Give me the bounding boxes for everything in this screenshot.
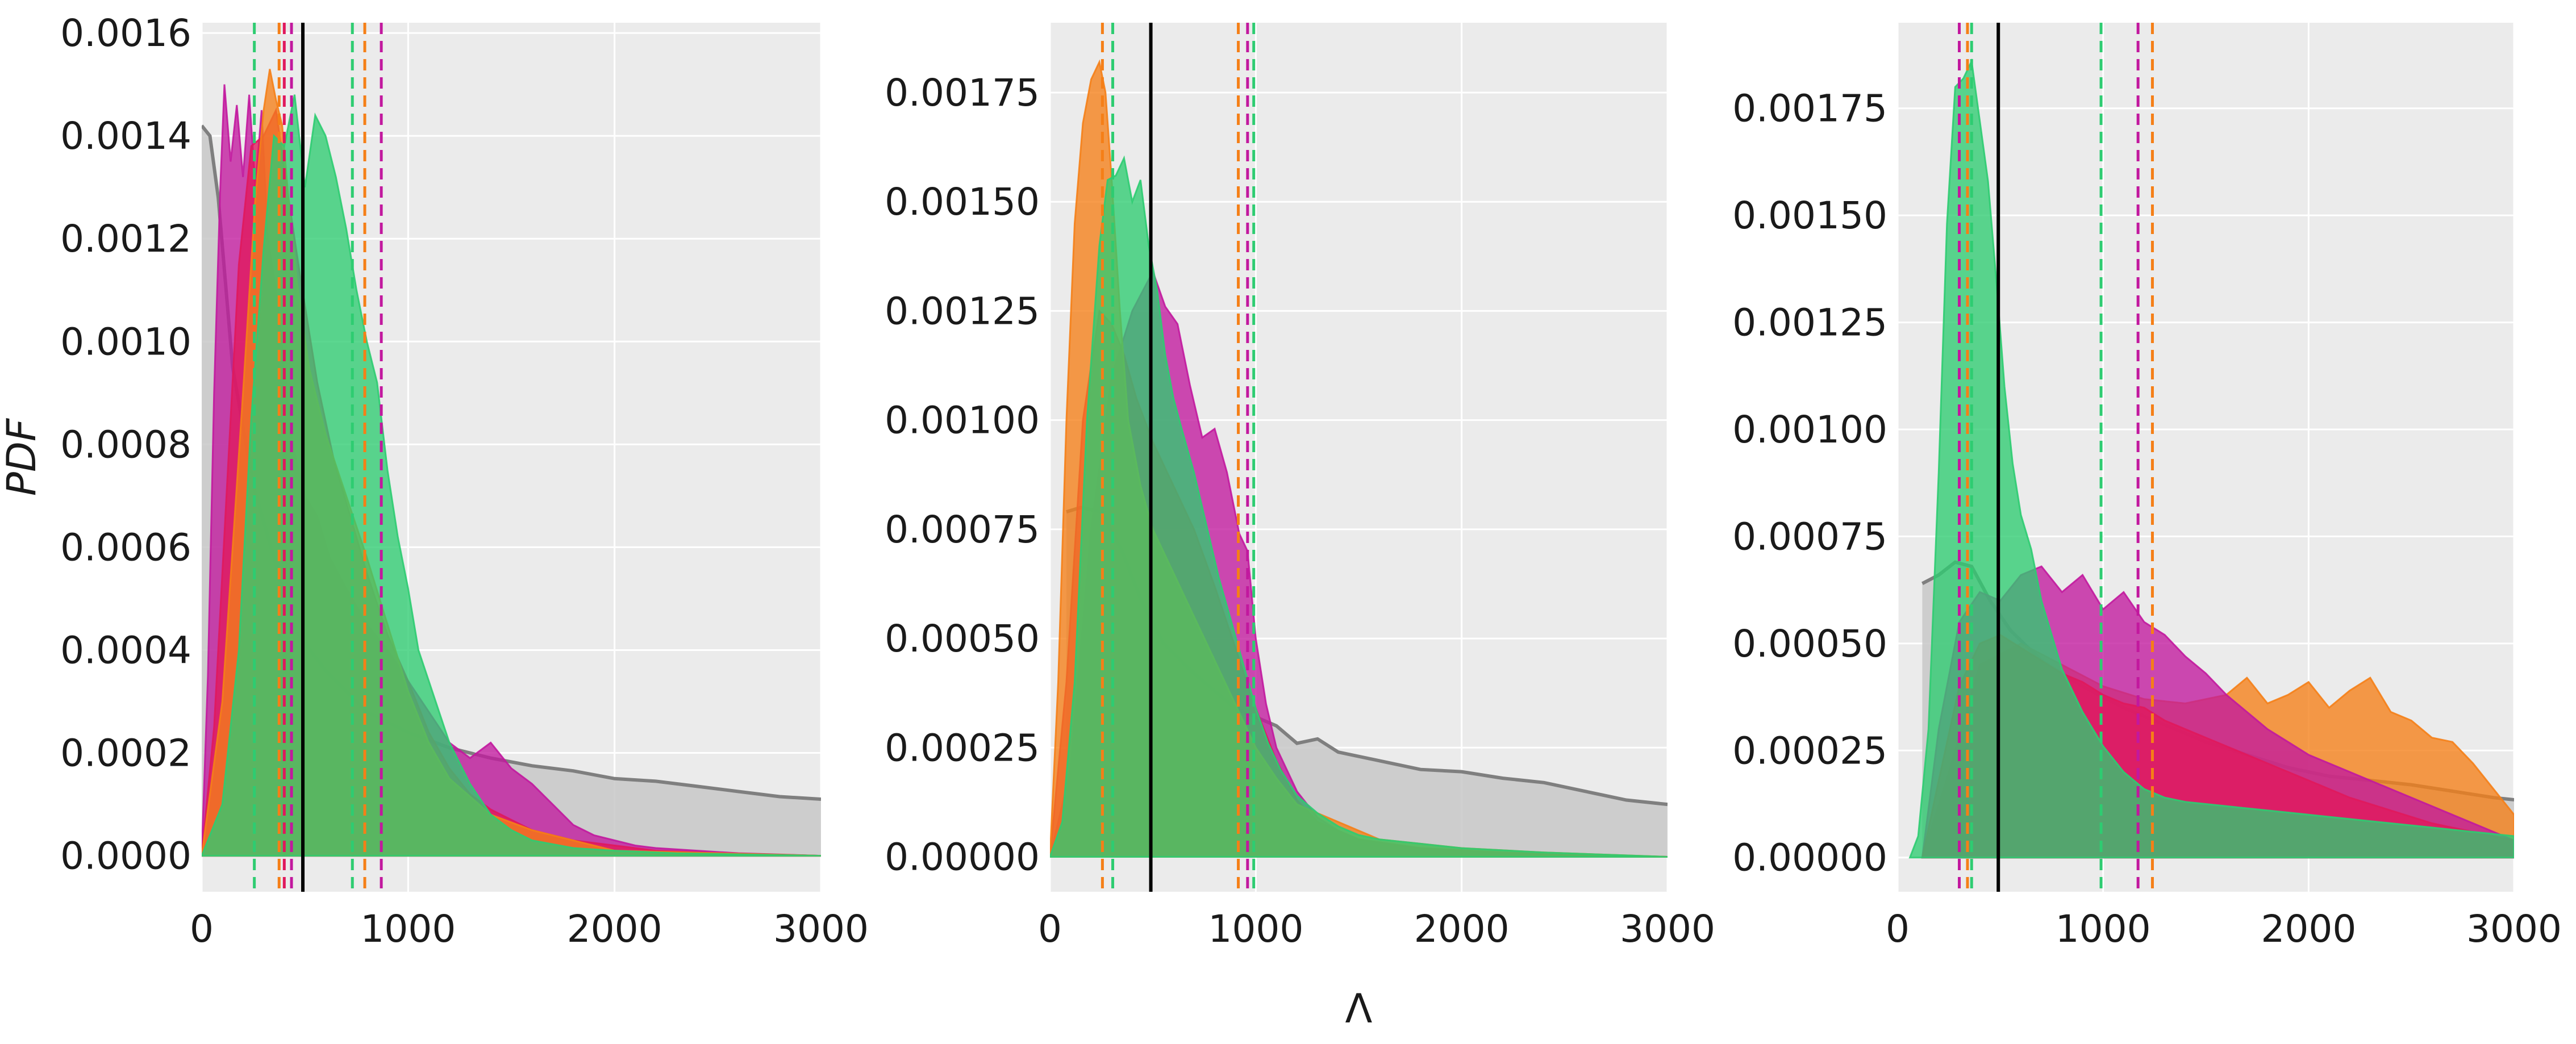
y-tick-label: 0.00075: [1732, 515, 1887, 558]
x-tick-label: 2000: [1414, 907, 1510, 951]
y-tick-label: 0.00025: [885, 726, 1040, 770]
y-tick-label: 0.0012: [60, 217, 191, 261]
y-tick-label: 0.00125: [885, 289, 1040, 333]
y-tick-label: 0.00050: [885, 617, 1040, 661]
y-tick-label: 0.0016: [60, 11, 191, 55]
y-tick-label: 0.00125: [1732, 301, 1887, 345]
panel-right: 0 1000 2000 3000 0.00000 0.00025 0.00050 0.0007…: [1732, 23, 2562, 951]
y-tick-label: 0.0010: [60, 320, 191, 364]
panel-left: 0 1000 2000 3000 0.0000 0.0002 0.0004 0.0006 0.0…: [0, 11, 869, 951]
x-tick-label: 1000: [1208, 907, 1303, 951]
series-area-green: [1050, 155, 1668, 858]
y-tick-label: 0.00100: [885, 399, 1040, 442]
y-tick-label: 0.00075: [885, 508, 1040, 552]
x-tick-label: 2000: [567, 907, 662, 951]
y-tick-label: 0.0002: [60, 732, 191, 775]
x-axis-label: Λ: [1345, 985, 1373, 1032]
x-tick-label: 3000: [2466, 907, 2562, 951]
y-tick-label: 0.0006: [60, 525, 191, 569]
y-tick-label: 0.00025: [1732, 729, 1887, 772]
x-tick-label: 2000: [2261, 907, 2356, 951]
y-tick-label: 0.0000: [60, 834, 191, 878]
plot-area: [1908, 23, 2514, 892]
y-tick-label: 0.00175: [1732, 87, 1887, 131]
plot-area: [1050, 23, 1668, 892]
y-tick-label: 0.0008: [60, 423, 191, 466]
x-tick-label: 1000: [360, 907, 456, 951]
x-tick-label: 3000: [773, 907, 869, 951]
y-tick-label: 0.00175: [885, 71, 1040, 115]
y-axis-label: PDF: [0, 417, 45, 496]
y-tick-label: 0.00000: [885, 835, 1040, 879]
x-tick-label: 0: [190, 907, 214, 951]
x-tick-label: 0: [1886, 907, 1910, 951]
y-tick-label: 0.0014: [60, 114, 191, 158]
y-tick-label: 0.00150: [885, 180, 1040, 224]
y-tick-label: 0.00050: [1732, 622, 1887, 666]
x-tick-label: 1000: [2056, 907, 2151, 951]
x-tick-label: 3000: [1620, 907, 1715, 951]
y-tick-label: 0.0004: [60, 628, 191, 672]
x-tick-label: 0: [1038, 907, 1062, 951]
y-tick-label: 0.00100: [1732, 408, 1887, 452]
y-tick-label: 0.00150: [1732, 194, 1887, 237]
panel-middle: 0 1000 2000 3000 0.00000 0.00025 0.00050 0.0007…: [885, 23, 1715, 1032]
y-tick-label: 0.00000: [1732, 836, 1887, 880]
plot-area: [202, 23, 821, 892]
